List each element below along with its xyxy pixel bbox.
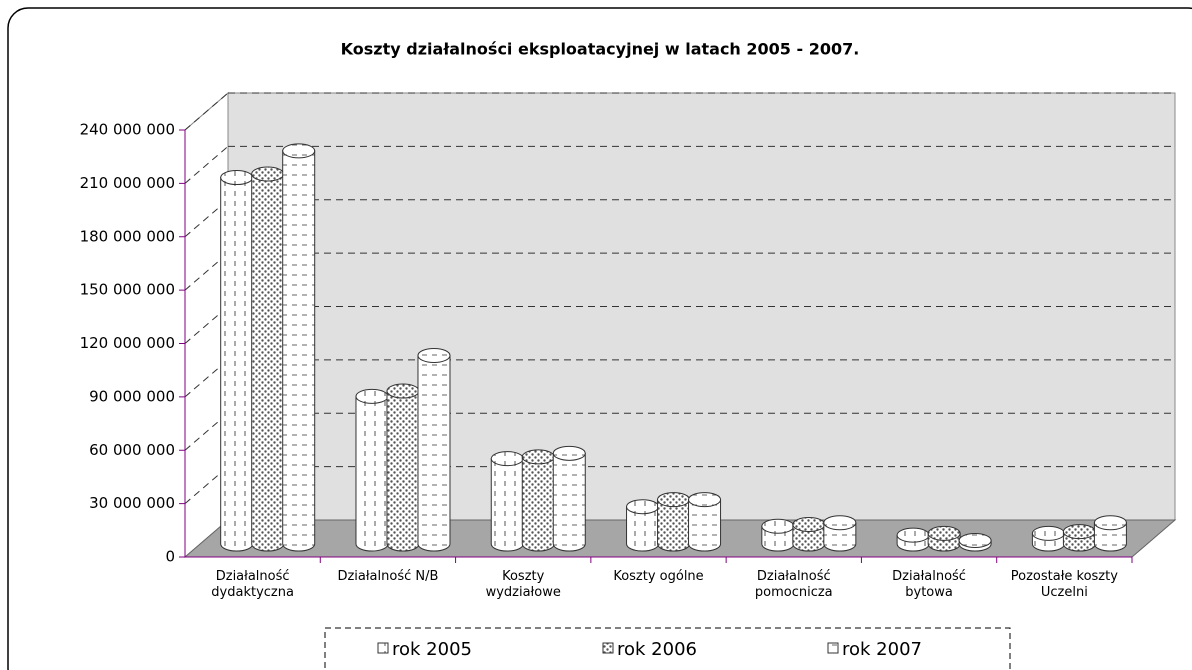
cylinder — [521, 449, 555, 552]
x-tick-label: Działalność bytowa — [892, 569, 966, 600]
grid-line — [184, 199, 229, 238]
bar-cap — [1031, 525, 1065, 541]
cylinder — [657, 492, 691, 552]
grid-line — [184, 92, 229, 131]
bar — [220, 177, 254, 552]
bar — [552, 452, 586, 552]
bar — [251, 173, 285, 552]
bar-cap — [521, 449, 555, 465]
legend-label: rok 2006 — [617, 639, 697, 660]
grid-line — [184, 412, 229, 451]
frame — [7, 7, 1192, 670]
bar-cap — [626, 499, 660, 515]
y-tick-label: 0 — [165, 548, 175, 566]
cylinder — [386, 383, 420, 552]
x-tick-label: Pozostałe koszty Uczelni — [1010, 569, 1118, 600]
bar-cap — [251, 166, 285, 182]
legend-label: rok 2007 — [842, 639, 922, 660]
x-tick-label: Koszty wydziałowe — [485, 569, 561, 600]
cylinder — [792, 516, 826, 552]
x-tick-label: Działalność pomocnicza — [754, 569, 833, 600]
bar — [386, 390, 420, 552]
y-tick-label: 90 000 000 — [89, 387, 175, 405]
bar-cap — [1062, 524, 1096, 540]
bar-cap — [792, 516, 826, 532]
bar-cap — [896, 527, 930, 543]
cylinder — [220, 170, 254, 552]
chart-title: Koszty działalności eksploatacyjnej w la… — [341, 40, 860, 59]
y-tick-label: 60 000 000 — [89, 441, 175, 459]
bar-cap — [1093, 515, 1127, 531]
bar — [417, 354, 451, 552]
cylinder — [251, 166, 285, 552]
cylinder — [761, 518, 795, 552]
bar-cap — [417, 347, 451, 363]
x-tick-label: Działalność N/B — [337, 569, 439, 584]
grid-line — [184, 306, 229, 344]
cylinder — [823, 515, 857, 552]
bar-cap — [657, 492, 691, 508]
bar-cap — [688, 492, 722, 508]
bar-cap — [927, 525, 961, 541]
bar-cap — [355, 388, 389, 404]
cylinder — [1062, 524, 1096, 552]
bar-cap — [552, 445, 586, 461]
y-tick-label: 30 000 000 — [89, 494, 175, 512]
grid-line — [184, 466, 229, 505]
bar-cap — [823, 515, 857, 531]
grid-line — [184, 145, 229, 184]
bar — [1093, 522, 1127, 552]
grid-line — [184, 252, 229, 291]
bar — [657, 499, 691, 552]
cylinder — [688, 492, 722, 552]
bar-cap — [386, 383, 420, 399]
legend-swatch — [602, 642, 614, 654]
cylinder — [927, 525, 961, 552]
bar — [282, 150, 316, 552]
cylinder — [552, 445, 586, 552]
cylinder — [417, 347, 451, 552]
cylinder — [490, 451, 524, 552]
cylinder — [355, 388, 389, 552]
cylinder — [958, 532, 992, 552]
y-tick-label: 120 000 000 — [80, 334, 175, 352]
legend-label: rok 2005 — [392, 639, 472, 660]
cylinder — [1093, 515, 1127, 552]
bar-cap — [761, 518, 795, 534]
bar-cap — [958, 532, 992, 548]
y-tick-label: 240 000 000 — [80, 121, 175, 139]
grid-line — [184, 359, 229, 398]
x-tick-label: Koszty ogólne — [613, 569, 704, 584]
legend-swatch — [827, 642, 839, 654]
bar — [688, 499, 722, 552]
y-tick-label: 210 000 000 — [80, 174, 175, 192]
bar — [823, 522, 857, 552]
cylinder — [282, 143, 316, 552]
cylinder — [626, 499, 660, 552]
legend-box — [324, 627, 1011, 670]
bar — [521, 456, 555, 552]
x-tick-label: Działalność dydaktyczna — [211, 569, 294, 600]
bar-cap — [220, 170, 254, 186]
cylinder — [896, 527, 930, 552]
y-tick-label: 180 000 000 — [80, 227, 175, 245]
bar-cap — [490, 451, 524, 467]
cylinder — [1031, 525, 1065, 552]
y-tick-label: 150 000 000 — [80, 281, 175, 299]
bar — [355, 395, 389, 552]
bar-cap — [282, 143, 316, 159]
legend-swatch — [377, 642, 389, 654]
bar — [490, 458, 524, 552]
